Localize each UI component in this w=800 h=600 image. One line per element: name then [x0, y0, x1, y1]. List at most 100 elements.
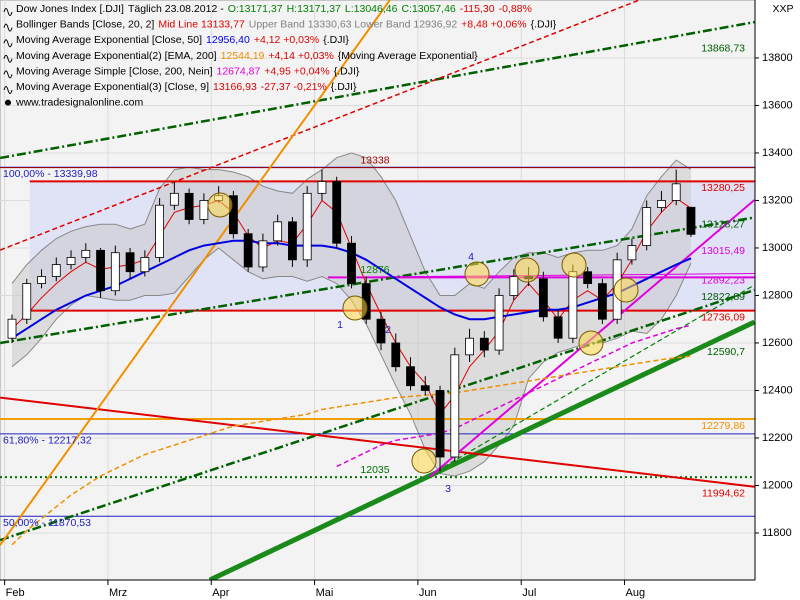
x-tick-label: Jun — [419, 587, 437, 599]
legend-icon — [3, 8, 13, 16]
legend-row: Moving Average Exponential(3) [Close, 9]… — [16, 81, 357, 93]
y-tick-label: 13400 — [762, 147, 793, 159]
trend-line — [0, 0, 640, 251]
candle-body — [332, 181, 342, 244]
candle-body — [406, 366, 415, 387]
x-tick-label: Feb — [6, 587, 25, 599]
legend-icon — [3, 54, 13, 63]
legend-text: 12956,40 — [206, 34, 250, 46]
legend-text: O:13171,37 — [228, 3, 283, 15]
y-tick-label: 13000 — [762, 242, 793, 254]
price-label: 12822,89 — [701, 291, 745, 303]
legend-icon — [3, 23, 13, 32]
legend-text: Mid Line 13133,77 — [158, 18, 245, 30]
candle-body — [258, 240, 268, 268]
level-label: 13338 — [360, 154, 389, 166]
candle-body — [509, 276, 519, 296]
legend-text: Bollinger Bands [Close, 20, 2] — [16, 18, 154, 30]
legend-text: Upper Band 13330,63 Lower Band 12936,92 — [249, 18, 458, 30]
candle-body — [538, 278, 548, 318]
candle-body — [494, 295, 504, 351]
legend-text: 13166,93 — [213, 81, 257, 93]
legend-text: C:13057,46 — [401, 3, 455, 15]
price-label: 13128,27 — [701, 218, 745, 230]
highlight-circle — [342, 295, 368, 321]
legend-text: www.tradesignalonline.com — [15, 96, 143, 108]
candle-body — [273, 221, 283, 242]
legend-text: {.DJI} — [531, 18, 557, 30]
candle-body — [51, 264, 61, 277]
legend-text: Moving Average Exponential(2) [EMA, 200] — [16, 50, 217, 62]
legend-text: +8,48 +0,06% — [461, 18, 526, 30]
y-tick-label: 12000 — [762, 479, 793, 491]
candle-body — [627, 245, 637, 261]
legend-text: -0,88% — [499, 3, 532, 15]
candle-body — [110, 252, 120, 292]
legend-text: H:13171,37 — [287, 3, 341, 15]
corner-label: XXP — [772, 3, 793, 15]
price-label: 12892,23 — [701, 274, 745, 286]
candle-body — [66, 257, 76, 265]
candle-body — [155, 204, 165, 258]
legend-icon — [3, 70, 13, 79]
y-tick-label: 11800 — [762, 527, 792, 539]
indicator-line — [11, 355, 692, 546]
candle-body — [420, 385, 430, 391]
candle-body — [302, 192, 312, 261]
legend-row: Moving Average Exponential(2) [EMA, 200]… — [16, 50, 478, 62]
trend-line — [0, 216, 755, 345]
legend-row: Moving Average Exponential [Close, 50] 12… — [16, 34, 349, 46]
highlight-circle — [561, 252, 587, 278]
highlight-circle — [411, 448, 437, 474]
trend-line — [0, 20, 755, 160]
price-label: 11994,62 — [702, 488, 745, 500]
legend-text: Dow Jones Index [.DJI] — [16, 3, 124, 15]
legend-text: {.DJI} — [334, 65, 360, 77]
x-tick-label: Jul — [522, 587, 536, 599]
candle-body — [347, 242, 356, 284]
price-label: 12590,7 — [707, 346, 745, 358]
legend-icon — [5, 99, 11, 106]
candle-body — [37, 276, 46, 284]
legend-row: Dow Jones Index [.DJI] Täglich 23.08.2012… — [16, 3, 532, 15]
legend-text: 12544,19 — [221, 50, 265, 62]
annotation: 2 — [385, 324, 391, 336]
price-label: 12279,86 — [701, 420, 745, 432]
legend-text: +4,14 +0,03% — [268, 50, 333, 62]
candle-body — [169, 192, 179, 206]
level-label: 50,00% - 11870,53 — [3, 517, 91, 529]
y-tick-label: 12600 — [762, 337, 793, 349]
candle-body — [96, 249, 105, 292]
legend-text: L:13046,46 — [345, 3, 398, 15]
trend-line — [0, 396, 755, 488]
legend-row: www.tradesignalonline.com — [15, 96, 143, 108]
candle-body — [376, 318, 386, 344]
candle-body — [583, 271, 593, 284]
price-label: 13868,73 — [701, 42, 745, 54]
candle-body — [140, 257, 150, 273]
y-tick-label: 12400 — [762, 384, 793, 396]
candle-body — [81, 249, 91, 258]
annotation: 1 — [337, 319, 343, 331]
legend-text: +4,95 +0,04% — [264, 65, 329, 77]
level-label: 12035 — [360, 464, 389, 476]
y-tick-label: 12800 — [762, 289, 793, 301]
y-tick-label: 13800 — [762, 52, 793, 64]
candle-body — [199, 200, 209, 220]
x-tick-label: Mrz — [109, 587, 127, 599]
candle-body — [465, 337, 474, 356]
candle-body — [317, 181, 327, 194]
candle-body — [7, 318, 17, 339]
candle-body — [598, 283, 607, 320]
x-tick-label: Apr — [212, 587, 229, 599]
legend: Dow Jones Index [.DJI] Täglich 23.08.2012… — [3, 3, 557, 108]
legend-row: Moving Average Simple [Close, 200, Nein]… — [16, 65, 360, 77]
band-fill — [12, 152, 691, 476]
y-tick-label: 12200 — [762, 432, 793, 444]
legend-text: Täglich 23.08.2012 - — [128, 3, 224, 15]
x-tick-label: Mai — [316, 587, 334, 599]
legend-text: 12674,87 — [217, 65, 261, 77]
